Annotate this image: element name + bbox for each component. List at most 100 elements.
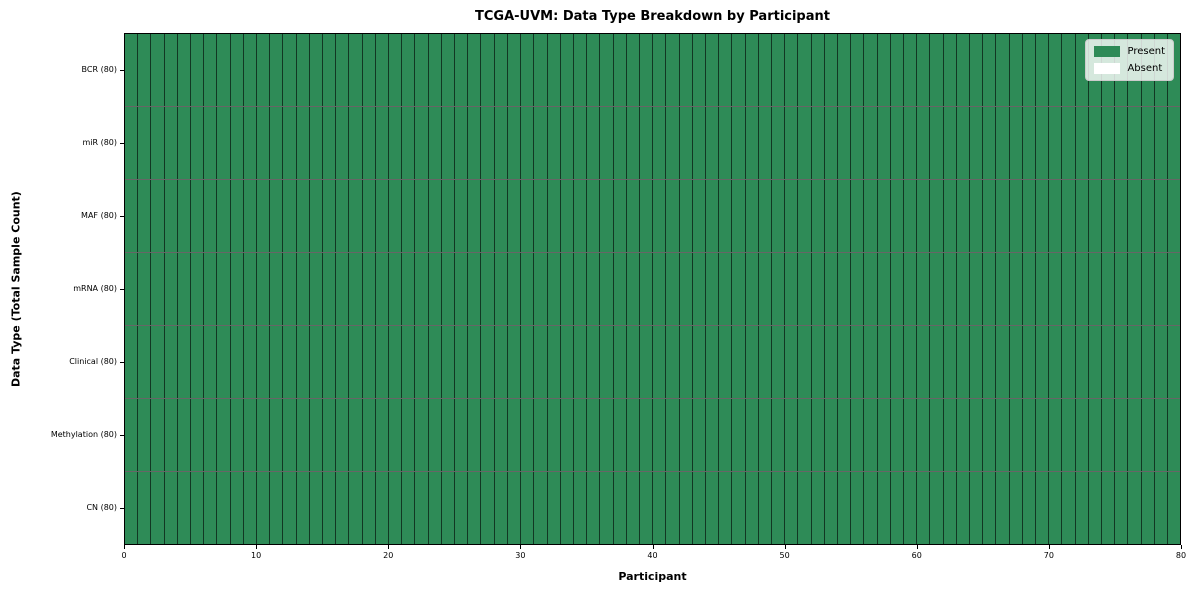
heatmap-cell	[389, 34, 403, 106]
heatmap-cell	[1075, 472, 1089, 544]
heatmap-cell	[983, 326, 997, 398]
heatmap-cell	[1022, 472, 1037, 544]
heatmap-cell	[996, 399, 1010, 471]
heatmap-cell	[1088, 399, 1103, 471]
heatmap-cell	[375, 34, 390, 106]
heatmap-cell	[600, 253, 614, 325]
heatmap-cell	[1062, 107, 1076, 179]
heatmap-cell	[851, 180, 865, 252]
heatmap-cell	[257, 180, 271, 252]
heatmap-cell	[639, 253, 654, 325]
heatmap-cell	[428, 34, 442, 106]
heatmap-cell	[732, 472, 746, 544]
heatmap-cell	[613, 472, 627, 544]
heatmap-cell	[996, 107, 1010, 179]
heatmap-cell	[138, 34, 152, 106]
heatmap-cell	[771, 326, 786, 398]
heatmap-cell	[441, 180, 456, 252]
heatmap-cell	[679, 472, 693, 544]
heatmap-cell	[494, 34, 508, 106]
heatmap-cell	[758, 107, 772, 179]
x-axis-label: Participant	[618, 570, 687, 583]
x-tick-label: 70	[1043, 551, 1054, 560]
heatmap-cell	[151, 326, 165, 398]
heatmap-cell	[1022, 326, 1037, 398]
heatmap-cell	[745, 399, 759, 471]
heatmap-cell	[217, 472, 231, 544]
heatmap-cell	[798, 107, 812, 179]
heatmap-cell	[917, 399, 931, 471]
heatmap-cell	[890, 472, 904, 544]
heatmap-cell	[243, 399, 258, 471]
heatmap-cell	[191, 326, 205, 398]
heatmap-cell	[983, 472, 997, 544]
heatmap-cell	[283, 399, 297, 471]
heatmap-cell	[125, 253, 139, 325]
heatmap-cell	[125, 326, 139, 398]
heatmap-cell	[692, 253, 706, 325]
heatmap-cell	[455, 180, 469, 252]
heatmap-cell	[890, 180, 904, 252]
heatmap-cell	[415, 326, 429, 398]
heatmap-row	[125, 107, 1181, 180]
heatmap-cell	[811, 399, 825, 471]
heatmap-cell	[441, 253, 456, 325]
heatmap-cell	[626, 34, 640, 106]
heatmap-cell	[1128, 253, 1142, 325]
heatmap-cell	[864, 326, 878, 398]
heatmap-cell	[415, 34, 429, 106]
heatmap-cell	[996, 180, 1010, 252]
heatmap-cell	[877, 253, 891, 325]
heatmap-cell	[970, 326, 984, 398]
heatmap-cell	[204, 180, 218, 252]
heatmap-cell	[204, 253, 218, 325]
heatmap-cell	[573, 326, 588, 398]
heatmap-cell	[441, 107, 456, 179]
heatmap-cell	[719, 472, 733, 544]
heatmap-cell	[903, 399, 918, 471]
heatmap-cell	[164, 399, 178, 471]
heatmap-cell	[824, 326, 838, 398]
heatmap-cell	[217, 34, 231, 106]
heatmap-cell	[138, 399, 152, 471]
heatmap-cell	[455, 107, 469, 179]
heatmap-cell	[177, 180, 192, 252]
heatmap-cell	[1102, 253, 1116, 325]
heatmap-cell	[1022, 399, 1037, 471]
heatmap-cell	[943, 399, 957, 471]
legend-entry-present: Present	[1094, 46, 1165, 57]
heatmap-cell	[296, 253, 310, 325]
heatmap-cell	[138, 180, 152, 252]
heatmap-cell	[824, 399, 838, 471]
heatmap-cell	[1009, 253, 1023, 325]
heatmap-cell	[323, 326, 337, 398]
heatmap-cell	[864, 107, 878, 179]
heatmap-cell	[745, 180, 759, 252]
heatmap-cell	[191, 180, 205, 252]
heatmap-cell	[204, 399, 218, 471]
legend: Present Absent	[1085, 39, 1174, 81]
heatmap-cell	[349, 472, 363, 544]
heatmap-cell	[1141, 399, 1155, 471]
heatmap-cell	[494, 472, 508, 544]
heatmap-cell	[428, 253, 442, 325]
heatmap-cell	[507, 253, 522, 325]
heatmap-cell	[428, 399, 442, 471]
y-tick-label: miR (80)	[82, 137, 117, 147]
heatmap-cell	[389, 180, 403, 252]
heatmap-row	[125, 326, 1181, 399]
heatmap-cell	[877, 326, 891, 398]
heatmap-cell	[375, 399, 390, 471]
heatmap-cell	[983, 253, 997, 325]
heatmap-cell	[402, 399, 416, 471]
heatmap-cell	[507, 472, 522, 544]
heatmap-cell	[1154, 107, 1169, 179]
heatmap-cell	[1009, 472, 1023, 544]
heatmap-cell	[494, 326, 508, 398]
heatmap-cell	[930, 399, 944, 471]
heatmap-cell	[890, 253, 904, 325]
heatmap-cell	[507, 326, 522, 398]
heatmap-cell	[1128, 472, 1142, 544]
legend-swatch-absent	[1094, 63, 1121, 74]
heatmap-cell	[771, 472, 786, 544]
